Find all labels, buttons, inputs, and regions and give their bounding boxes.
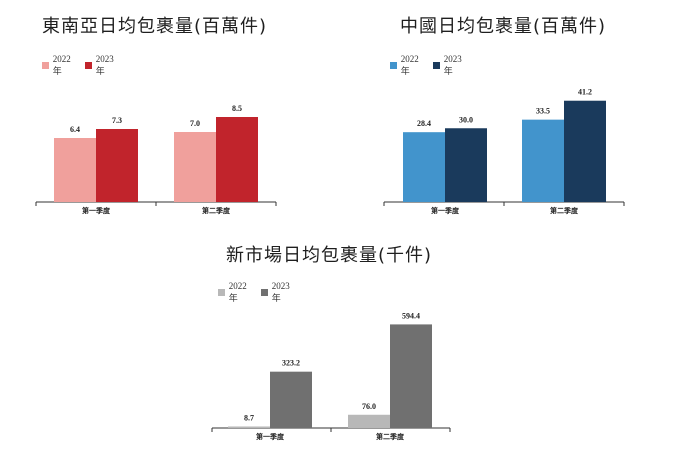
chart-legend: 2022年 2023年 bbox=[390, 54, 464, 77]
legend-item-2023: 2023年 bbox=[85, 54, 116, 77]
data-label: 8.5 bbox=[232, 104, 242, 113]
legend-swatch-2023 bbox=[433, 62, 440, 69]
data-label: 323.2 bbox=[282, 359, 300, 368]
chart-title: 新市場日均包裹量(千件) bbox=[226, 245, 433, 266]
chart-title: 中國日均包裹量(百萬件) bbox=[400, 16, 607, 37]
data-label: 594.4 bbox=[402, 311, 420, 320]
legend-swatch-2022 bbox=[42, 62, 49, 69]
chart-legend: 2022年 2023年 bbox=[218, 281, 292, 304]
legend-item-2023: 2023年 bbox=[433, 54, 464, 77]
bar-2023-q2 bbox=[216, 117, 258, 202]
data-label: 76.0 bbox=[362, 402, 376, 411]
bar-2022-q2 bbox=[522, 119, 564, 202]
x-tick-label: 第二季度 bbox=[550, 206, 579, 215]
x-tick-label: 第一季度 bbox=[82, 206, 111, 215]
bar-2022-q1 bbox=[228, 426, 270, 428]
chart-legend: 2022年 2023年 bbox=[42, 54, 116, 77]
legend-swatch-2023 bbox=[261, 289, 268, 296]
data-label: 41.2 bbox=[578, 88, 592, 97]
legend-label: 2022年 bbox=[400, 54, 419, 76]
data-label: 33.5 bbox=[536, 107, 550, 116]
x-tick-label: 第一季度 bbox=[256, 432, 285, 441]
x-tick-label: 第一季度 bbox=[431, 206, 460, 215]
legend-item-2023: 2023年 bbox=[261, 281, 292, 304]
data-label: 8.7 bbox=[244, 413, 254, 422]
bar-2023-q1 bbox=[270, 371, 312, 428]
legend-label: 2022年 bbox=[52, 54, 71, 76]
legend-swatch-2022 bbox=[390, 62, 397, 69]
data-label: 7.0 bbox=[190, 119, 200, 128]
bar-2022-q1 bbox=[403, 132, 445, 202]
legend-item-2022: 2022年 bbox=[390, 54, 421, 77]
legend-swatch-2022 bbox=[218, 289, 225, 296]
bar-2022-q1 bbox=[54, 138, 96, 202]
data-label: 28.4 bbox=[417, 119, 431, 128]
bar-2022-q2 bbox=[348, 414, 390, 428]
x-tick-label: 第二季度 bbox=[202, 206, 231, 215]
bar-2023-q1 bbox=[96, 129, 138, 202]
legend-label: 2022年 bbox=[228, 281, 247, 303]
data-label: 6.4 bbox=[70, 125, 80, 134]
legend-item-2022: 2022年 bbox=[218, 281, 249, 304]
bar-2023-q2 bbox=[564, 100, 606, 202]
bar-2023-q2 bbox=[390, 324, 432, 428]
bar-2023-q1 bbox=[445, 128, 487, 202]
data-label: 7.3 bbox=[112, 116, 122, 125]
legend-item-2022: 2022年 bbox=[42, 54, 73, 77]
legend-label: 2023年 bbox=[271, 281, 290, 303]
chart-title: 東南亞日均包裹量(百萬件) bbox=[42, 16, 268, 37]
legend-label: 2023年 bbox=[443, 54, 462, 76]
legend-swatch-2023 bbox=[85, 62, 92, 69]
bar-2022-q2 bbox=[174, 132, 216, 202]
legend-label: 2023年 bbox=[95, 54, 114, 76]
x-tick-label: 第二季度 bbox=[376, 432, 405, 441]
data-label: 30.0 bbox=[459, 115, 473, 124]
